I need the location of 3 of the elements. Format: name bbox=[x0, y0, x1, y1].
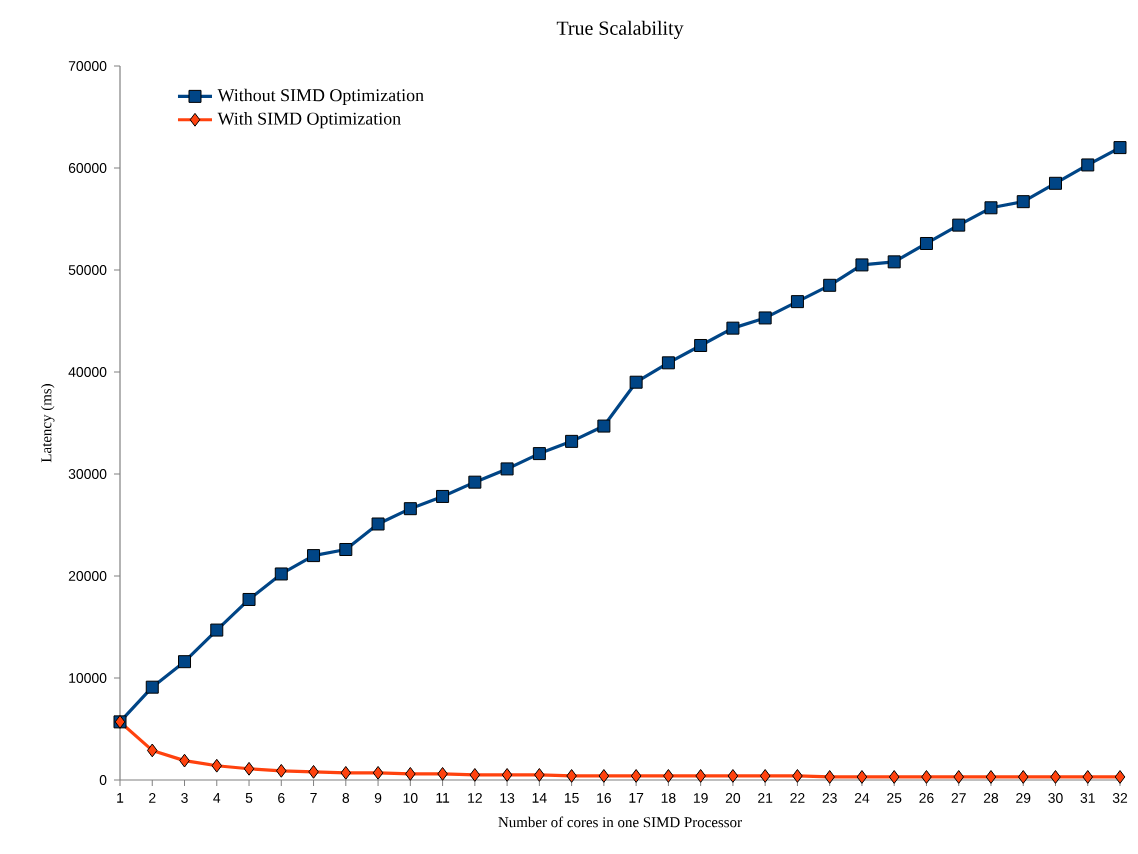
legend-label: With SIMD Optimization bbox=[217, 112, 401, 129]
chart-title: True Scalability bbox=[556, 20, 684, 40]
legend-label: Without SIMD Optimization bbox=[217, 88, 424, 105]
